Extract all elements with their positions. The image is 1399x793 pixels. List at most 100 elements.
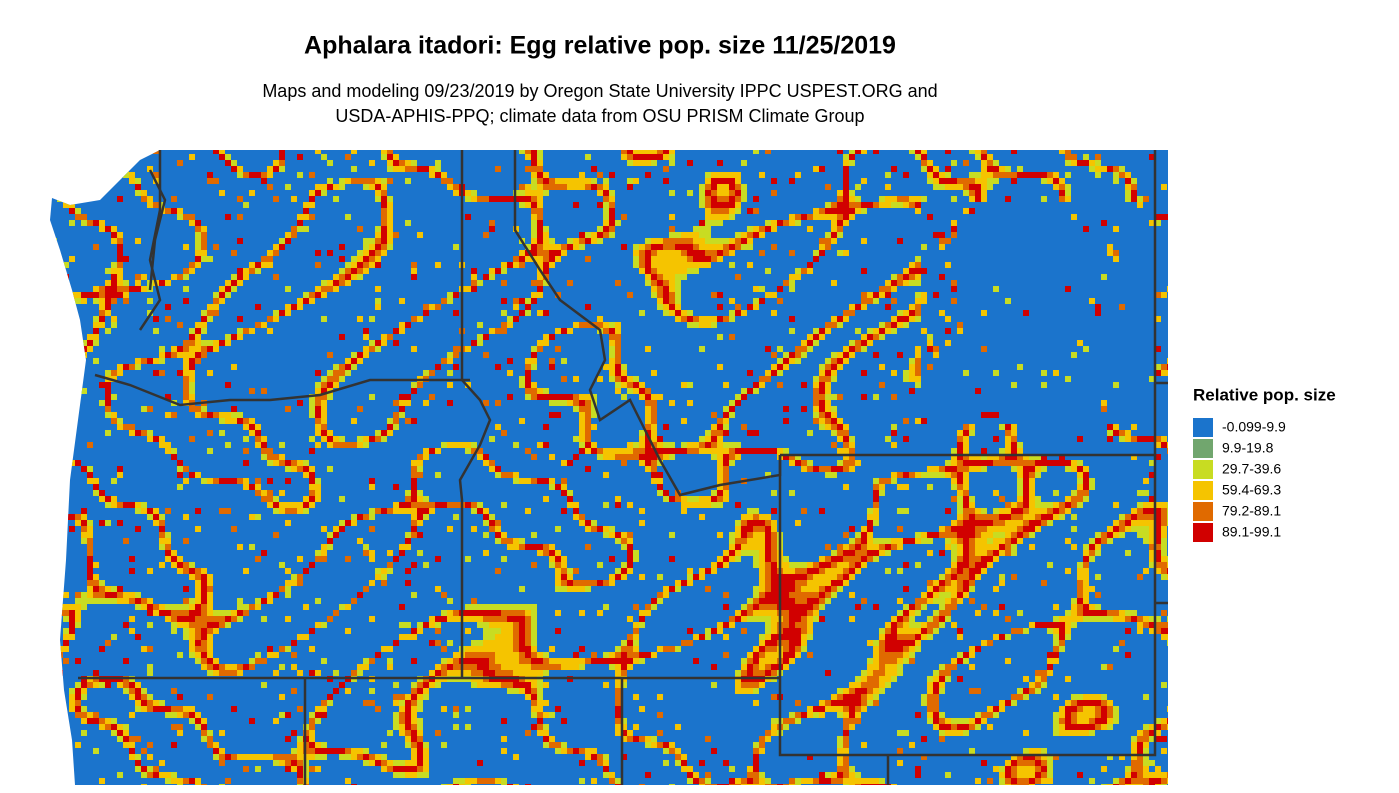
- map-cell: [723, 604, 729, 610]
- map-cell: [837, 694, 843, 700]
- map-cell: [141, 190, 147, 196]
- map-cell: [687, 268, 693, 274]
- map-cell: [531, 238, 537, 244]
- map-cell: [807, 334, 813, 340]
- map-cell: [237, 196, 243, 202]
- map-cell: [849, 340, 855, 346]
- map-cell: [981, 154, 987, 160]
- map-cell: [573, 748, 579, 754]
- map-cell: [831, 316, 837, 322]
- map-cell: [861, 742, 867, 748]
- map-cell: [645, 742, 651, 748]
- map-cell: [711, 490, 717, 496]
- map-cell: [987, 184, 993, 190]
- map-cell: [57, 184, 63, 190]
- map-cell: [315, 748, 321, 754]
- map-cell: [411, 316, 417, 322]
- map-cell: [975, 610, 981, 616]
- map-cell: [1047, 754, 1053, 760]
- map-cell: [1053, 718, 1059, 724]
- map-cell: [333, 280, 339, 286]
- map-cell: [1005, 634, 1011, 640]
- map-cell: [519, 610, 525, 616]
- map-cell: [735, 448, 741, 454]
- map-cell: [987, 172, 993, 178]
- map-cell: [903, 508, 909, 514]
- map-cell: [597, 322, 603, 328]
- map-cell: [285, 586, 291, 592]
- map-cell: [261, 550, 267, 556]
- map-cell: [807, 610, 813, 616]
- map-cell: [951, 538, 957, 544]
- map-cell: [663, 496, 669, 502]
- map-cell: [1113, 502, 1119, 508]
- map-cell: [927, 634, 933, 640]
- map-cell: [651, 400, 657, 406]
- map-cell: [735, 682, 741, 688]
- map-cell: [381, 150, 387, 154]
- map-cell: [933, 580, 939, 586]
- map-cell: [723, 466, 729, 472]
- map-cell: [417, 502, 423, 508]
- map-cell: [429, 616, 435, 622]
- map-cell: [777, 220, 783, 226]
- map-cell: [873, 676, 879, 682]
- map-cell: [231, 418, 237, 424]
- map-cell: [1071, 610, 1077, 616]
- map-cell: [369, 754, 375, 760]
- map-cell: [537, 442, 543, 448]
- map-cell: [921, 196, 927, 202]
- map-cell: [537, 250, 543, 256]
- map-cell: [651, 256, 657, 262]
- map-cell: [813, 598, 819, 604]
- map-cell: [741, 310, 747, 316]
- map-cell: [537, 232, 543, 238]
- map-cell: [819, 574, 825, 580]
- map-cell: [189, 436, 195, 442]
- map-cell: [711, 220, 717, 226]
- map-cell: [327, 544, 333, 550]
- map-cell: [309, 484, 315, 490]
- map-cell: [915, 376, 921, 382]
- map-cell: [897, 310, 903, 316]
- map-cell: [945, 538, 951, 544]
- map-cell: [543, 442, 549, 448]
- map-cell: [309, 436, 315, 442]
- map-cell: [147, 694, 153, 700]
- map-cell: [867, 688, 873, 694]
- map-cell: [759, 742, 765, 748]
- map-cell: [741, 526, 747, 532]
- map-cell: [993, 454, 999, 460]
- map-cell: [171, 724, 177, 730]
- map-cell: [957, 562, 963, 568]
- map-cell: [885, 544, 891, 550]
- map-cell: [1095, 304, 1101, 310]
- map-cell: [975, 538, 981, 544]
- map-cell: [621, 670, 627, 676]
- map-cell: [1011, 694, 1017, 700]
- map-cell: [471, 616, 477, 622]
- map-cell: [1131, 514, 1137, 520]
- map-cell: [63, 460, 69, 466]
- map-cell: [111, 262, 117, 268]
- map-cell: [423, 400, 429, 406]
- map-cell: [1167, 442, 1168, 448]
- map-cell: [75, 598, 81, 604]
- map-cell: [159, 706, 165, 712]
- map-cell: [615, 682, 621, 688]
- map-cell: [945, 508, 951, 514]
- map-cell: [435, 472, 441, 478]
- map-cell: [1071, 496, 1077, 502]
- map-cell: [945, 150, 951, 154]
- map-cell: [405, 490, 411, 496]
- map-cell: [159, 544, 165, 550]
- map-cell: [807, 562, 813, 568]
- map-cell: [285, 460, 291, 466]
- map-cell: [117, 466, 123, 472]
- map-cell: [861, 304, 867, 310]
- map-cell: [939, 184, 945, 190]
- map-cell: [843, 214, 849, 220]
- map-cell: [219, 298, 225, 304]
- map-cell: [105, 394, 111, 400]
- map-cell: [93, 358, 99, 364]
